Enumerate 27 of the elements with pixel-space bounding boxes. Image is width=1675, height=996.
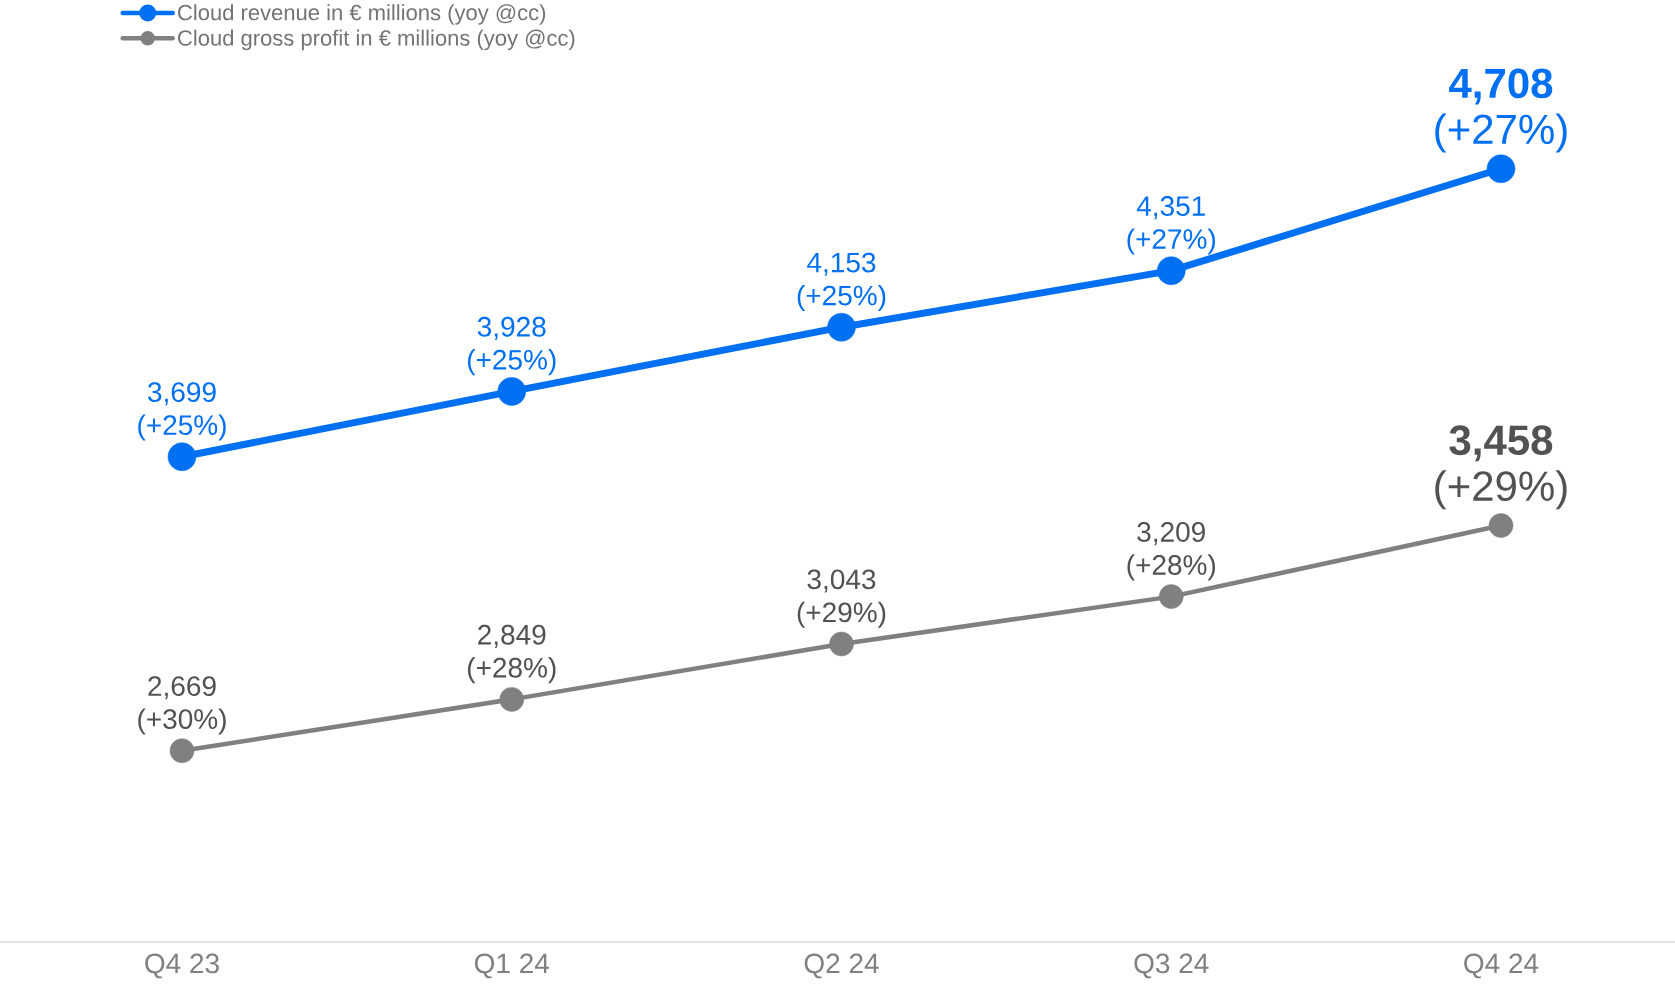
legend-label: Cloud gross profit in € millions (yoy @cc) xyxy=(178,29,575,51)
data-label: 3,928 (+25%) xyxy=(467,316,556,376)
data-label: 3,699 (+25%) xyxy=(138,382,226,441)
data-label: 3,209 (+28%) xyxy=(1127,522,1216,581)
x-tick-label: Q4 23 xyxy=(145,953,219,979)
point xyxy=(497,377,526,406)
point xyxy=(827,312,856,342)
legend-label: Cloud revenue in € millions (yoy @cc) xyxy=(178,4,546,25)
data-label: 4,708 (+27%) xyxy=(1435,68,1567,153)
point xyxy=(169,738,195,764)
point xyxy=(1156,256,1186,285)
point xyxy=(499,687,524,712)
data-label: 3,458 (+29%) xyxy=(1435,425,1567,510)
x-tick-label: Q3 24 xyxy=(1134,953,1209,979)
data-label: 2,849 (+28%) xyxy=(467,624,556,684)
point xyxy=(829,631,854,657)
point xyxy=(1486,154,1516,184)
data-label: 3,043 (+29%) xyxy=(797,569,886,628)
point xyxy=(167,442,197,472)
x-tick-label: Q1 24 xyxy=(474,953,550,979)
x-tick-label: Q2 24 xyxy=(804,953,879,979)
data-label: 2,669 (+30%) xyxy=(138,676,226,735)
point xyxy=(1488,513,1514,538)
data-label: 4,351 (+27%) xyxy=(1127,196,1216,255)
point xyxy=(1158,584,1184,609)
x-tick-label: Q4 24 xyxy=(1464,953,1539,979)
data-label: 4,153 (+25%) xyxy=(797,252,886,311)
